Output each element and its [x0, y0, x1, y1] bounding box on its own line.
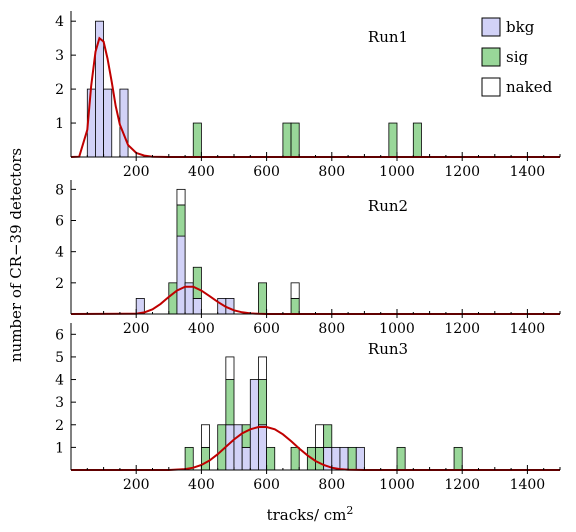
bar-sig: [315, 446, 325, 471]
x-axis-title: tracks/ cm2: [267, 504, 354, 524]
legend-swatch-bkg: [481, 17, 501, 37]
bar-sig: [241, 424, 251, 448]
y-tick-label: 1: [55, 440, 64, 456]
bar-sig: [192, 266, 202, 299]
bar-bkg: [119, 88, 129, 158]
legend-label-bkg: bkg: [506, 18, 535, 36]
x-tick-label: 1000: [379, 164, 415, 180]
bar-bkg: [258, 424, 268, 471]
bar-bkg: [355, 446, 365, 471]
y-tick-label: 1: [55, 116, 64, 132]
legend-swatch-sig: [481, 47, 501, 67]
bar-bkg: [176, 235, 186, 315]
legend: bkg sig naked: [481, 17, 553, 97]
bar-sig: [258, 282, 268, 315]
bar-sig: [396, 446, 406, 471]
run-label: Run3: [368, 340, 408, 358]
panel-run2: 200 400 600 800 1000 1200 1400 2 4 6 8 Run2: [55, 180, 561, 337]
x-tick-label: 400: [188, 321, 215, 337]
run-label: Run1: [368, 28, 408, 46]
x-tick-label: 400: [188, 477, 215, 493]
bar-sig: [192, 122, 202, 158]
bar-sig: [347, 446, 357, 471]
x-tick-label: 1400: [510, 321, 546, 337]
x-tick-label: 800: [318, 164, 345, 180]
x-tick-label: 1200: [444, 321, 480, 337]
x-tick-label: 600: [253, 321, 280, 337]
x-tick-label: 200: [123, 164, 150, 180]
bar-sig: [258, 379, 268, 426]
x-tick-label: 1200: [444, 164, 480, 180]
y-tick-label: 6: [55, 214, 64, 230]
x-tick-label: 1000: [379, 321, 415, 337]
legend-label-sig: sig: [506, 48, 528, 66]
bar-sig: [412, 122, 422, 158]
run-label: Run2: [368, 197, 408, 215]
x-tick-label: 1200: [444, 477, 480, 493]
bar-bkg: [339, 446, 349, 471]
bar-sig: [225, 379, 235, 426]
x-tick-label: 1400: [510, 477, 546, 493]
bar-sig: [323, 424, 333, 448]
bar-sig: [200, 446, 210, 471]
bar-sig: [453, 446, 463, 471]
fit-curve: [70, 36, 560, 158]
y-tick-label: 3: [55, 395, 64, 411]
bar-naked: [315, 424, 325, 448]
x-tick-label: 200: [123, 321, 150, 337]
x-tick-label: 800: [318, 477, 345, 493]
y-tick-label: 2: [55, 82, 64, 98]
bar-naked: [200, 424, 210, 448]
bar-bkg: [249, 379, 259, 471]
bar-naked: [176, 188, 186, 206]
bar-naked: [258, 356, 268, 380]
y-tick-label: 4: [55, 245, 64, 261]
bar-sig: [282, 122, 292, 158]
y-tick-label: 4: [55, 373, 64, 389]
bar-sig: [290, 446, 300, 471]
y-tick-label: 8: [55, 182, 64, 198]
legend-swatch-naked: [481, 77, 501, 97]
bar-bkg: [233, 424, 243, 471]
bar-bkg: [331, 446, 341, 471]
y-tick-label: 4: [55, 14, 64, 30]
x-tick-label: 800: [318, 321, 345, 337]
y-tick-label: 3: [55, 48, 64, 64]
y-tick-label: 2: [55, 418, 64, 434]
x-tick-label: 1000: [379, 477, 415, 493]
bar-bkg: [192, 298, 202, 315]
bar-bkg: [241, 446, 251, 471]
bar-bkg: [103, 88, 113, 158]
y-tick-label: 5: [55, 350, 64, 366]
bar-sig: [290, 122, 300, 158]
x-tick-label: 400: [188, 164, 215, 180]
bar-sig: [184, 446, 194, 471]
x-tick-label: 1400: [510, 164, 546, 180]
bar-naked: [290, 282, 300, 299]
x-axis-title-superscript: 2: [346, 504, 353, 517]
legend-label-naked: naked: [506, 78, 553, 96]
bar-sig: [168, 282, 178, 315]
y-tick-label: 2: [55, 276, 64, 292]
bar-sig: [388, 122, 398, 158]
x-tick-label: 200: [123, 477, 150, 493]
y-tick-label: 6: [55, 327, 64, 343]
x-tick-label: 600: [253, 164, 280, 180]
panel-run1: 200 400 600 800 1000 1200 1400 1 2 3 4 Run1: [55, 11, 561, 180]
x-tick-label: 600: [253, 477, 280, 493]
bar-naked: [225, 356, 235, 380]
bar-sig: [176, 204, 186, 237]
y-axis-title: number of CR−39 detectors: [7, 148, 25, 362]
bar-bkg: [225, 424, 235, 471]
bar-sig: [266, 446, 276, 471]
panel-run3: 200 400 600 800 1000 1200 1400 1 2 3 4 5 6 Run3: [55, 323, 561, 493]
bar-sig: [290, 298, 300, 315]
bar-bkg: [225, 298, 235, 315]
